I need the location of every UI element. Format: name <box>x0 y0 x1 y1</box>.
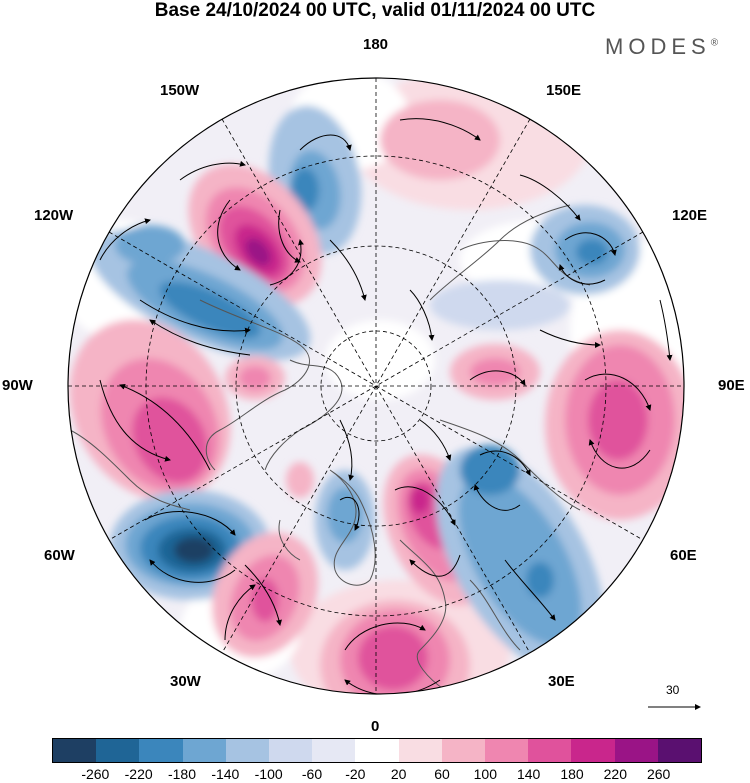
lon-label-60e: 60E <box>670 547 697 564</box>
colorbar <box>52 738 702 763</box>
lon-label-90w: 90W <box>2 377 33 394</box>
lon-label-60w: 60W <box>44 547 75 564</box>
colorbar-swatch <box>139 739 183 762</box>
colorbar-tick-label: 140 <box>516 766 541 782</box>
colorbar-tick-label: 220 <box>603 766 628 782</box>
lon-label-120e: 120E <box>672 207 708 224</box>
colorbar-swatch <box>441 739 486 762</box>
colorbar-tick-label: 20 <box>390 766 407 782</box>
lon-label-150w: 150W <box>160 82 200 99</box>
colorbar-swatch <box>485 739 529 762</box>
colorbar-swatch <box>312 739 356 762</box>
lon-label-120w: 120W <box>34 207 74 224</box>
colorbar-tick-label: -260 <box>81 766 110 782</box>
colorbar-swatch <box>53 739 97 762</box>
colorbar-swatch <box>528 739 572 762</box>
map-boundary <box>67 77 685 695</box>
reference-vector-label: 30 <box>666 683 680 697</box>
colorbar-tick-label: -20 <box>345 766 366 782</box>
colorbar-tick-label: -100 <box>254 766 283 782</box>
colorbar-tick-label: 60 <box>434 766 450 782</box>
graticule <box>68 78 684 694</box>
colorbar-tick-label: -180 <box>167 766 197 782</box>
colorbar-tick-label: 260 <box>646 766 671 782</box>
colorbar-tick-label: 180 <box>560 766 584 782</box>
lon-label-90e: 90E <box>718 377 745 394</box>
colorbar-tick-label: -140 <box>211 766 240 782</box>
colorbar-tick-label: -220 <box>124 766 153 782</box>
colorbar-tick-label: -60 <box>301 766 323 782</box>
map-disc <box>68 78 684 694</box>
lon-label-0: 0 <box>371 718 380 735</box>
colorbar-swatch <box>571 739 615 762</box>
colorbar-tick-label: 100 <box>473 766 498 782</box>
colorbar-swatch <box>398 739 442 762</box>
lon-label-150e: 150E <box>546 82 582 99</box>
colorbar-swatch <box>657 739 702 762</box>
colorbar-swatch <box>269 739 313 762</box>
lon-label-180: 180 <box>363 36 389 53</box>
coastlines <box>69 204 591 691</box>
modes-logo: MODES® <box>605 34 719 59</box>
map-title: Base 24/10/2024 00 UTC, valid 01/11/2024… <box>154 0 596 21</box>
lon-label-30w: 30W <box>170 673 201 690</box>
colorbar-swatch <box>96 739 140 762</box>
colorbar-swatch <box>225 739 270 762</box>
colorbar-swatch <box>614 739 658 762</box>
colorbar-swatch <box>355 739 399 762</box>
lon-label-30e: 30E <box>548 673 575 690</box>
colorbar-swatch <box>182 739 226 762</box>
